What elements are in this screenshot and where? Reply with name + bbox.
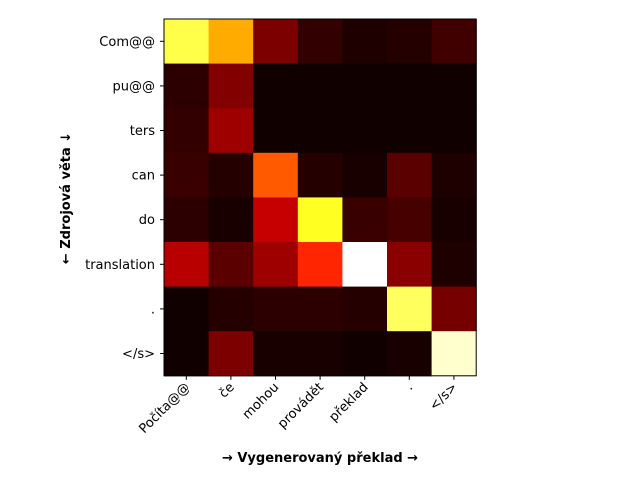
heatmap-cell <box>342 197 388 243</box>
y-axis-label: ← Zdrojová věta ↓ <box>59 132 74 264</box>
y-tick-label: Com@@ <box>99 35 155 50</box>
heatmap-cell <box>253 108 299 154</box>
heatmap-cell <box>297 152 343 198</box>
heatmap-cell <box>431 242 477 288</box>
heatmap-cell <box>387 242 433 288</box>
x-tick-label: če <box>216 380 237 401</box>
heatmap-cell <box>253 19 299 65</box>
heatmap-cell <box>431 286 477 332</box>
heatmap-cell <box>297 63 343 109</box>
heatmap-cell <box>387 331 433 377</box>
heatmap-cell <box>208 197 254 243</box>
heatmap-cell <box>387 286 433 332</box>
heatmap-cell <box>208 152 254 198</box>
x-tick-label: překlad <box>327 380 372 425</box>
heatmap-cell <box>208 63 254 109</box>
heatmap-cell <box>342 63 388 109</box>
y-tick-label: do <box>139 213 155 228</box>
heatmap-cell <box>431 331 477 377</box>
heatmap-cell <box>387 19 433 65</box>
heatmap-cell <box>164 63 210 109</box>
heatmap-cell <box>342 152 388 198</box>
y-tick-label: can <box>132 169 155 184</box>
heatmap-cell <box>297 331 343 377</box>
heatmap-cell <box>387 152 433 198</box>
heatmap-cell <box>164 108 210 154</box>
y-tick-label: translation <box>85 258 155 273</box>
heatmap-cell <box>253 63 299 109</box>
heatmap-cell <box>431 108 477 154</box>
heatmap-cell <box>342 19 388 65</box>
heatmap-cell <box>164 197 210 243</box>
y-axis-ticks: Com@@ pu@@ ters can do translation. </s> <box>85 35 164 362</box>
heatmap-cell <box>164 152 210 198</box>
heatmap-cell <box>208 108 254 154</box>
heatmap-cell <box>342 108 388 154</box>
x-tick-label: </s> <box>427 380 461 414</box>
heatmap-cell <box>253 197 299 243</box>
x-tick-label: Počíta@@ <box>136 380 193 437</box>
heatmap-cell <box>253 286 299 332</box>
heatmap-cell <box>387 63 433 109</box>
heatmap-cell <box>387 197 433 243</box>
heatmap-cells <box>164 19 477 377</box>
heatmap-cell <box>164 331 210 377</box>
heatmap-cell <box>387 108 433 154</box>
heatmap-cell <box>253 242 299 288</box>
heatmap-cell <box>431 152 477 198</box>
heatmap-cell <box>208 331 254 377</box>
heatmap-cell <box>342 286 388 332</box>
heatmap-cell <box>297 197 343 243</box>
heatmap-cell <box>342 331 388 377</box>
heatmap-cell <box>431 63 477 109</box>
heatmap-cell <box>431 19 477 65</box>
heatmap-cell <box>297 286 343 332</box>
heatmap-cell <box>431 197 477 243</box>
y-tick-label: </s> <box>122 347 155 362</box>
heatmap-cell <box>208 286 254 332</box>
y-tick-label: ters <box>130 124 155 139</box>
y-tick-label: pu@@ <box>113 79 156 94</box>
heatmap-cell <box>164 242 210 288</box>
x-axis-label: → Vygenerovaný překlad → <box>222 451 418 466</box>
y-tick-label: . <box>151 302 155 317</box>
heatmap-cell <box>253 331 299 377</box>
heatmap-cell <box>208 19 254 65</box>
heatmap-cell <box>164 286 210 332</box>
x-tick-label: . <box>403 380 417 394</box>
heatmap-cell <box>164 19 210 65</box>
heatmap-cell <box>297 108 343 154</box>
heatmap-cell <box>253 152 299 198</box>
heatmap-cell <box>342 242 388 288</box>
heatmap-cell <box>297 19 343 65</box>
heatmap-cell <box>297 242 343 288</box>
x-tick-label: mohou <box>240 380 282 422</box>
x-tick-label: provádět <box>275 380 327 432</box>
heatmap-cell <box>208 242 254 288</box>
